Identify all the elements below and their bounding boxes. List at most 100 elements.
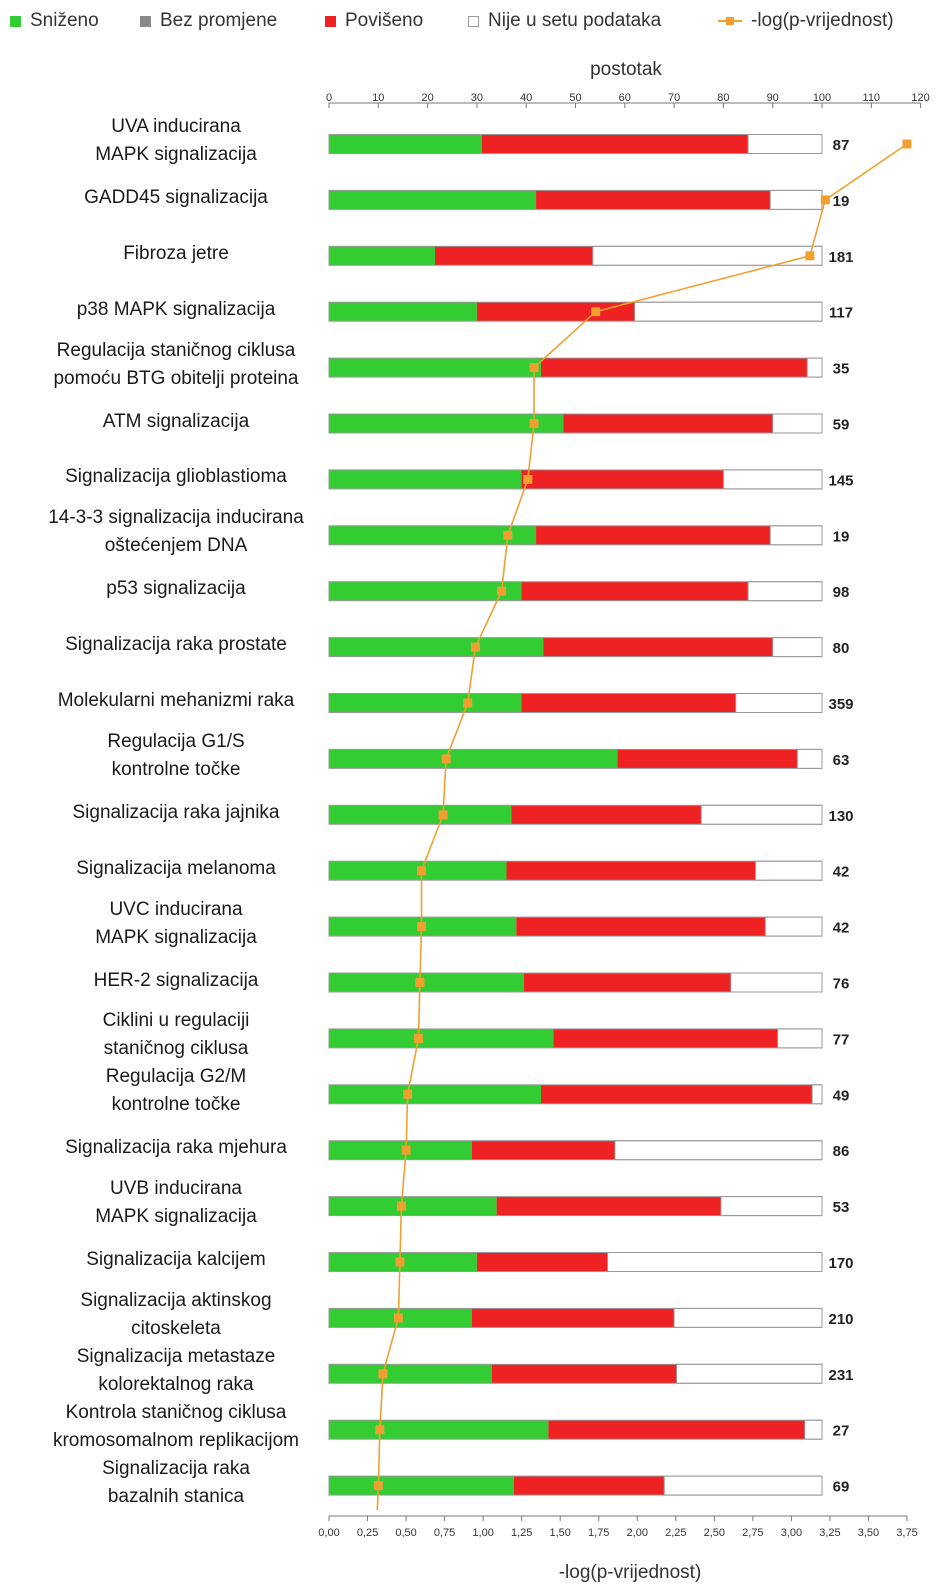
bar-segment-nije-u-setu (614, 1140, 823, 1161)
bar-segment-nije-u-setu (700, 804, 823, 825)
bar-segment-nije-u-setu (811, 1084, 823, 1105)
bar-segment-povisenо (548, 1420, 805, 1440)
category-label: Signalizacija kalcijem (86, 1249, 266, 1270)
bar-segment-snizeno (329, 246, 435, 266)
bar-segment-povisenо (491, 1364, 677, 1384)
bar-segment-nije-u-setu (634, 301, 823, 322)
bar-total-label: 53 (833, 1199, 850, 1216)
bar-outline (328, 637, 823, 658)
bar-segment-snizeno (329, 414, 564, 433)
pvalue-point (497, 586, 507, 596)
legend-item-poviseno: Povišeno (325, 10, 423, 32)
bar-outline (328, 1419, 823, 1440)
bottom-axis-tick-label: 3,75 (896, 1527, 917, 1539)
bar-segment-snizeno (329, 1196, 497, 1216)
bar-segment-nije-u-setu (735, 693, 823, 713)
legend-item-log-p: -log(p-vrijednost) (718, 10, 894, 32)
bar-segment-povisenо (496, 1196, 721, 1216)
bar-segment-nije-u-setu (673, 1307, 823, 1328)
bar-segment-nije-u-setu (720, 1196, 823, 1217)
legend-line-marker-icon (718, 15, 742, 27)
legend-label-nije-u-setu: Nije u setu podataka (488, 10, 662, 31)
bottom-axis-tick-label: 1,00 (472, 1527, 493, 1539)
category-label: Signalizacija raka prostate (65, 634, 287, 656)
pvalue-point (463, 698, 473, 708)
bar-segment-snizeno (329, 749, 618, 769)
category-label: Regulacija staničnog ciklusa pomoću BTG … (53, 339, 299, 389)
bar-segment-snizeno (329, 637, 544, 657)
pvalue-point (401, 1145, 411, 1155)
bar-segment-povisenо (536, 525, 771, 545)
bar-segment-povisenо (516, 917, 766, 937)
top-axis-title: postotak (590, 59, 662, 80)
bottom-axis-tick-label: 2,50 (704, 1527, 725, 1539)
bar-total-label: 77 (833, 1031, 850, 1048)
bottom-axis-tick-label: 0,50 (395, 1527, 416, 1539)
category-label: Signalizacija raka bazalnih stanica (102, 1457, 250, 1507)
category-label: Signalizacija metastaze kolorektalnog ra… (76, 1345, 276, 1395)
bar-segment-povisenо (521, 581, 749, 601)
bottom-axis-tick-label: 3,50 (858, 1527, 879, 1539)
bar-segment-nije-u-setu (764, 916, 823, 937)
pvalue-point (805, 251, 815, 261)
bar-segment-povisenо (617, 749, 798, 769)
top-axis-tick-label: 70 (668, 92, 680, 104)
pvalue-point (375, 1425, 385, 1435)
category-label: HER-2 signalizacija (93, 969, 259, 991)
bar-segment-snizeno (329, 1420, 549, 1440)
pvalue-point (396, 1201, 406, 1211)
bar-segment-povisenо (513, 1476, 665, 1496)
top-axis-tick-label: 50 (569, 92, 581, 104)
bar-outline (328, 972, 823, 993)
bar-outline (328, 693, 823, 713)
bar-total-label: 35 (833, 361, 850, 378)
bar-segment-nije-u-setu (747, 134, 823, 154)
bottom-axis-tick-label: 3,25 (819, 1527, 840, 1539)
bar-segment-povisenо (543, 637, 773, 657)
bar-segment-povisenо (521, 469, 724, 489)
bar-outline (328, 804, 823, 825)
bar-total-label: 49 (833, 1087, 850, 1104)
bar-total-label: 19 (833, 528, 850, 545)
bar-segment-nije-u-setu (754, 860, 823, 881)
bar-segment-nije-u-setu (772, 637, 823, 658)
bar-total-label: 170 (828, 1255, 853, 1272)
top-axis-tick-label: 120 (911, 92, 929, 104)
category-label: GADD45 signalizacija (84, 186, 268, 208)
bar-segment-snizeno (329, 302, 477, 322)
pvalue-point (393, 1313, 403, 1323)
category-label: UVA inducirana MAPK signalizacija (95, 116, 257, 165)
bar-segment-povisenо (476, 1252, 608, 1272)
top-axis-tick-label: 100 (813, 92, 831, 104)
bar-segment-snizeno (329, 1476, 514, 1496)
bar-total-label: 98 (833, 584, 850, 601)
bar-segment-nije-u-setu (804, 1419, 823, 1440)
bottom-axis-tick-label: 1,25 (511, 1527, 532, 1539)
bar-total-label: 69 (833, 1479, 850, 1496)
bar-total-label: 210 (828, 1311, 853, 1328)
bottom-axis-tick-label: 0,75 (434, 1527, 455, 1539)
bar-outline (328, 245, 823, 266)
chart-legend: Sniženo Bez promjene Povišeno Nije u set… (0, 6, 946, 36)
bar-segment-snizeno (329, 1084, 541, 1104)
bar-segment-povisenо (471, 1308, 675, 1328)
category-label: Signalizacija glioblastioma (65, 466, 287, 488)
bar-outline (328, 301, 823, 322)
category-label: Kontrola staničnog ciklusa kromosomalnom… (52, 1401, 300, 1451)
bar-segment-povisenо (471, 1140, 615, 1160)
bar-total-label: 86 (833, 1143, 850, 1160)
bar-segment-povisenо (511, 805, 702, 825)
pvalue-line (376, 143, 908, 1511)
category-label: p38 MAPK signalizacija (76, 298, 276, 320)
bottom-axis-tick-label: 2,25 (665, 1527, 686, 1539)
category-label: Signalizacija aktinskog citoskeleta (80, 1289, 272, 1339)
pvalue-point (438, 810, 448, 820)
bar-segment-nije-u-setu (806, 357, 823, 378)
bar-segment-nije-u-setu (747, 581, 823, 602)
category-label: Signalizacija raka mjehura (65, 1137, 287, 1159)
bar-segment-nije-u-setu (769, 189, 823, 210)
bar-total-label: 145 (828, 472, 853, 489)
top-axis-tick-label: 0 (326, 92, 332, 104)
bar-segment-nije-u-setu (796, 748, 823, 769)
